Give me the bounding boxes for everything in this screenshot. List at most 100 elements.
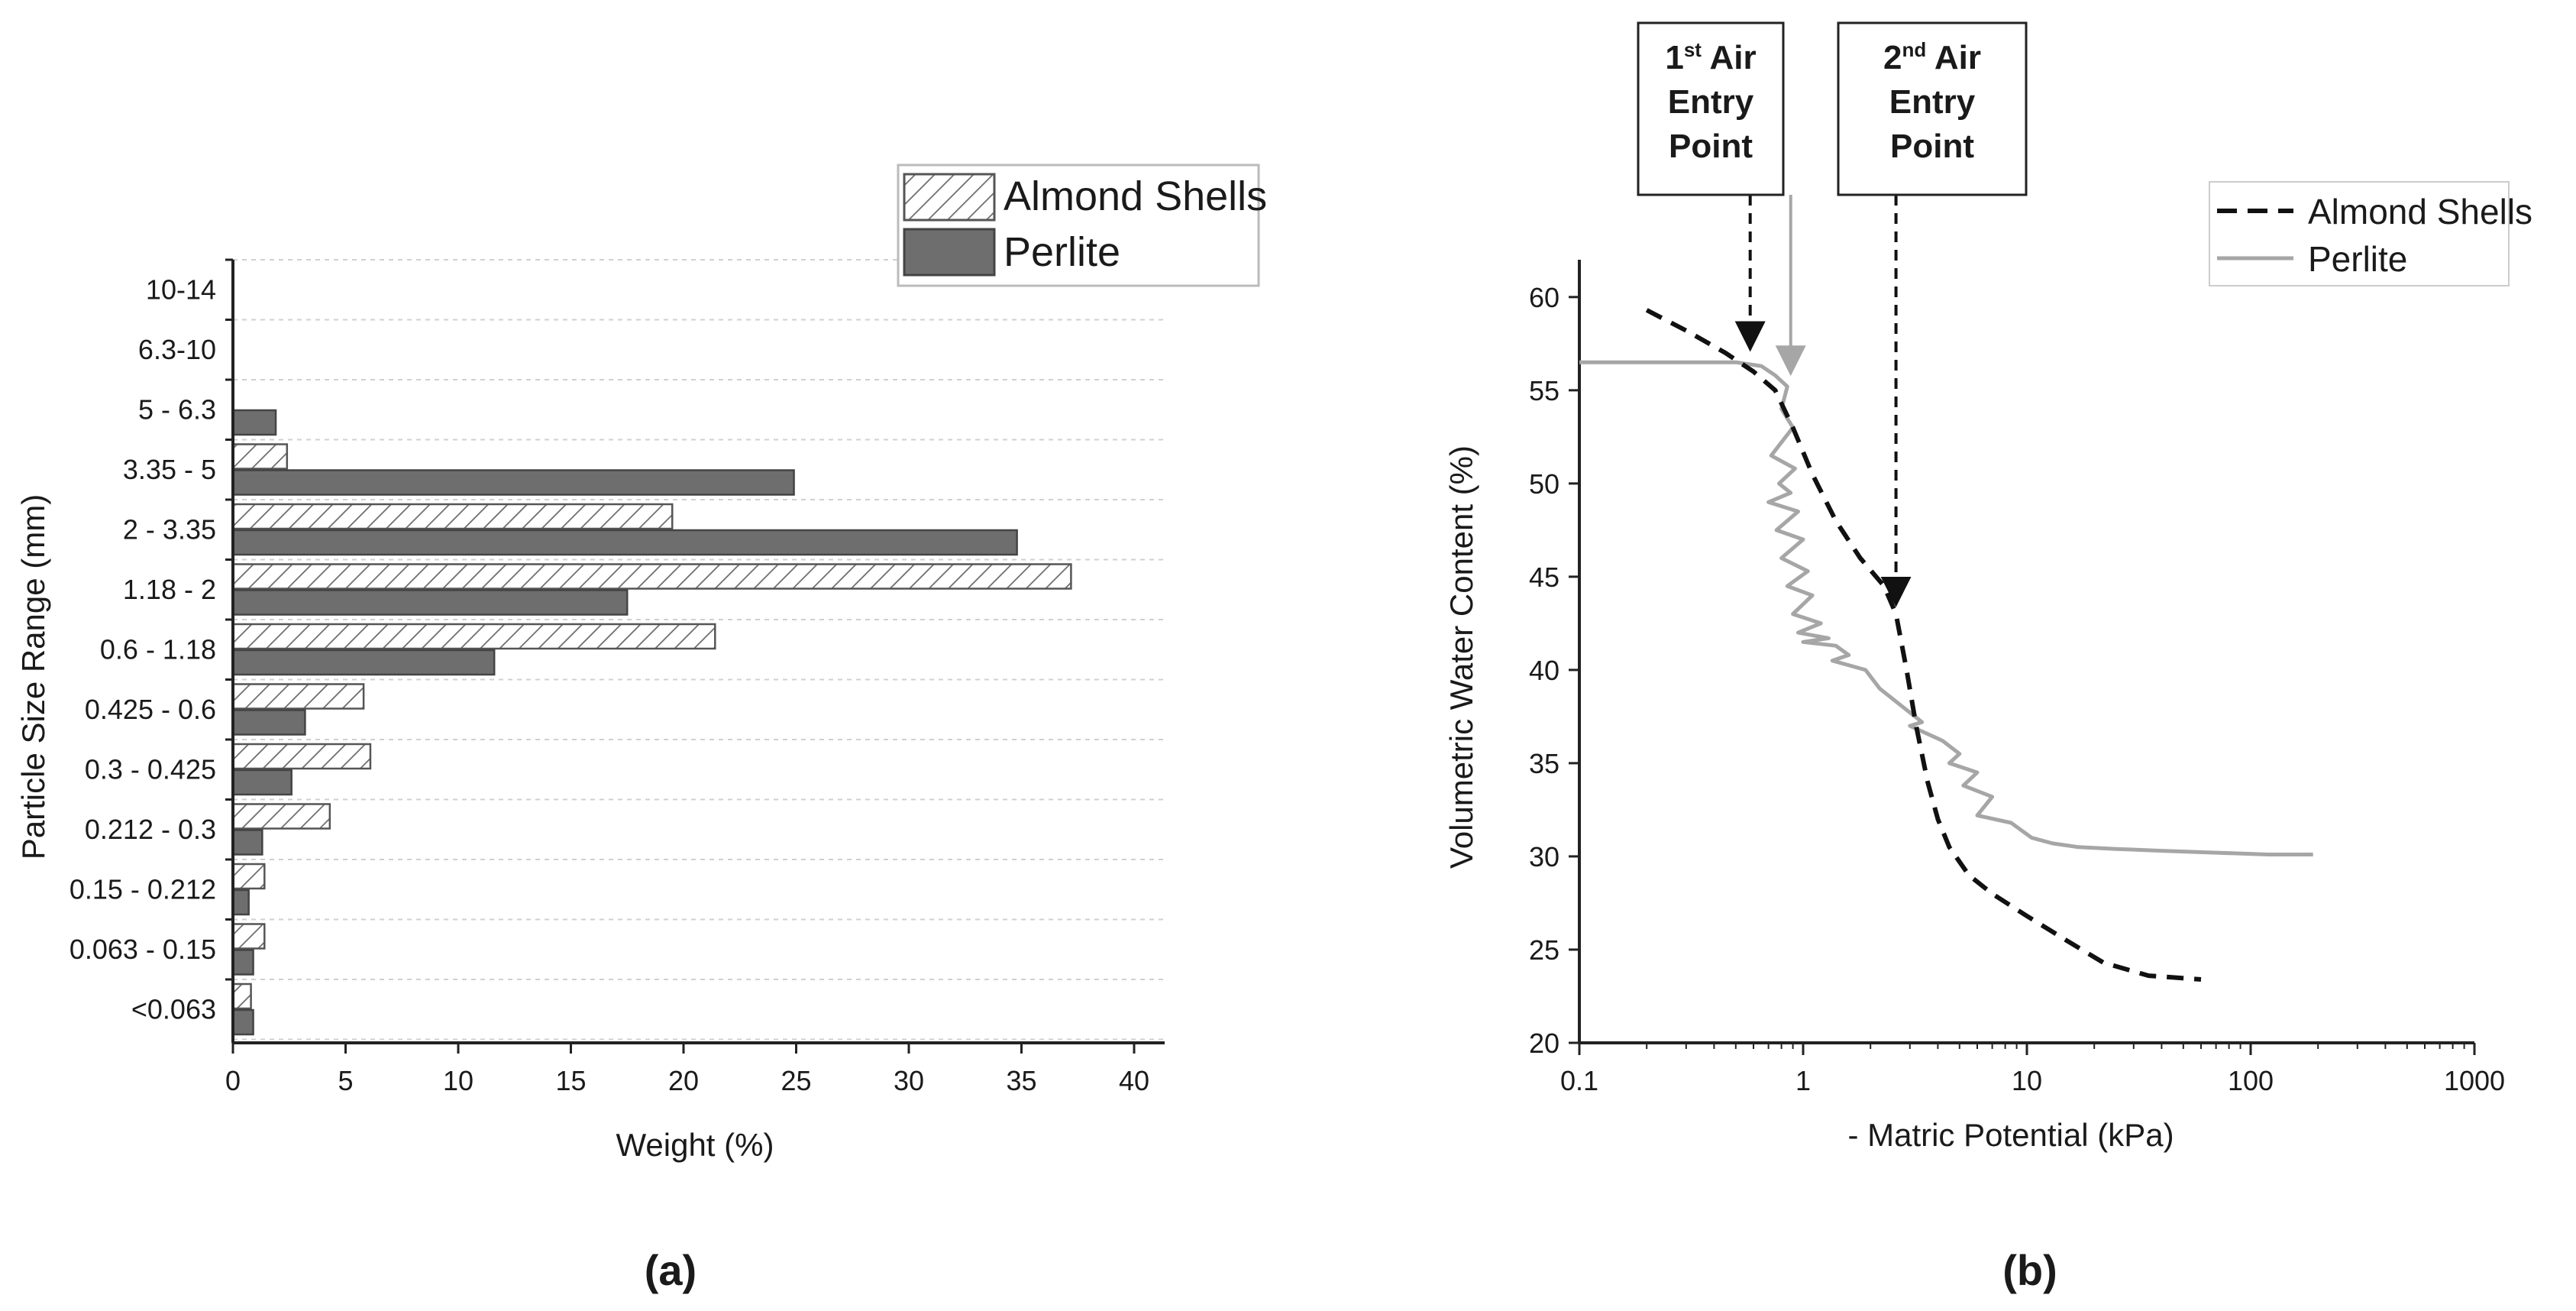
chart-a-x-tick-label: 20 (668, 1065, 699, 1096)
chart-a-y-axis-title: Particle Size Range (mm) (15, 494, 51, 859)
chart-a: 10-14 6.3-10 5 - 6.3 3.35 - 5 2 - 3.35 1.18 -… (15, 163, 1267, 1294)
chart-b-y-tick-label: 50 (1529, 468, 1559, 500)
chart-a-x-tick-label: 5 (338, 1065, 353, 1096)
chart-b-x-tick-label: 0.1 (1560, 1065, 1598, 1096)
chart-a-bar-almond (231, 503, 674, 530)
chart-b-line-almond (1645, 308, 2202, 982)
chart-b-x-tick-label: 100 (2228, 1065, 2274, 1096)
chart-a-y-tick-label: 0.15 - 0.212 (69, 873, 216, 905)
chart-a-bars (231, 409, 1072, 1036)
chart-a-bar-perlite (231, 949, 254, 976)
chart-b-y-tick-label: 55 (1529, 375, 1559, 406)
chart-a-bar-perlite (231, 889, 250, 916)
chart-a-y-tick-label: 0.425 - 0.6 (85, 694, 216, 725)
callout-first-line1: 1st Air (1665, 38, 1756, 76)
chart-a-bar-almond (231, 863, 266, 890)
chart-a-bar-perlite (231, 829, 263, 856)
chart-a-x-axis-title: Weight (%) (616, 1127, 774, 1163)
callout-second-number: 2 (1883, 39, 1902, 76)
chart-b-legend-label-almond: Almond Shells (2308, 192, 2532, 231)
chart-a-legend: Almond Shells Perlite (897, 163, 1267, 287)
chart-a-bar-almond (231, 683, 365, 710)
panel-label-a: (a) (645, 1246, 697, 1294)
chart-a-ticks: 10-14 6.3-10 5 - 6.3 3.35 - 5 2 - 3.35 1.18 -… (69, 258, 1149, 1096)
chart-a-bar-perlite (231, 709, 306, 736)
chart-a-bar-almond (231, 982, 252, 1010)
chart-a-bar-perlite (231, 649, 496, 676)
callout-second-line3: Point (1890, 128, 1974, 165)
callout-second-line1: 2nd Air (1883, 38, 1981, 76)
callout-second-air-entry: 2nd Air Entry Point (1837, 21, 2028, 196)
chart-a-bar-perlite (231, 469, 795, 496)
chart-a-y-tick-label: 6.3-10 (138, 334, 216, 365)
panel-label-b: (b) (2002, 1246, 2057, 1294)
callout-first-rest: Air (1702, 39, 1757, 76)
chart-b-x-axis-title: - Matric Potential (kPa) (1847, 1117, 2174, 1153)
chart-a-y-tick-label: 0.6 - 1.18 (100, 633, 216, 665)
chart-a-bar-almond (231, 803, 331, 830)
chart-b-lines (1579, 308, 2313, 982)
chart-b-legend-label-perlite: Perlite (2308, 239, 2407, 279)
chart-a-bar-almond (231, 443, 289, 470)
chart-a-x-tick-label: 40 (1119, 1065, 1149, 1096)
callout-second-rest: Air (1926, 39, 1981, 76)
chart-b-axes (1578, 260, 2474, 1044)
chart-b: 20 25 30 35 40 45 50 55 60 0.1 1 10 100 1000 - Matric… (1443, 21, 2532, 1294)
chart-a-x-tick-label: 30 (894, 1065, 924, 1096)
callout-first-box (1637, 21, 1785, 196)
chart-a-y-tick-label: 5 - 6.3 (138, 393, 216, 425)
chart-b-y-tick-label: 30 (1529, 841, 1559, 872)
chart-a-x-tick-label: 10 (443, 1065, 474, 1096)
chart-a-legend-swatch-almond (903, 173, 996, 222)
chart-b-y-tick-label: 60 (1529, 282, 1559, 313)
chart-a-y-tick-label: 1.18 - 2 (123, 574, 216, 605)
callout-first-line2: Entry (1668, 83, 1754, 121)
chart-b-ticks: 20 25 30 35 40 45 50 55 60 0.1 1 10 100 1000 (1529, 282, 2505, 1096)
chart-b-x-tick-label: 1 (1795, 1065, 1811, 1096)
chart-a-bar-almond (231, 623, 716, 650)
chart-a-bar-almond (231, 743, 372, 770)
chart-a-x-tick-label: 15 (555, 1065, 586, 1096)
chart-a-bar-perlite (231, 409, 277, 436)
chart-a-legend-label-perlite: Perlite (1004, 229, 1120, 275)
chart-a-legend-label-almond: Almond Shells (1004, 173, 1267, 219)
callout-first-air-entry: 1st Air Entry Point (1637, 21, 1785, 196)
chart-b-legend: Almond Shells Perlite (2209, 181, 2532, 286)
chart-b-x-tick-label: 10 (2012, 1065, 2042, 1096)
chart-a-bar-perlite (231, 589, 629, 616)
chart-a-y-tick-label: 3.35 - 5 (123, 454, 216, 485)
chart-a-x-tick-label: 0 (225, 1065, 241, 1096)
chart-b-line-perlite (1579, 360, 2313, 856)
chart-b-legend-box (2209, 181, 2510, 286)
chart-b-x-tick-label: 1000 (2444, 1065, 2505, 1096)
chart-a-y-tick-label: 0.063 - 0.15 (69, 934, 216, 965)
callout-second-line2: Entry (1889, 83, 1976, 121)
chart-a-bar-perlite (231, 529, 1018, 556)
chart-b-y-tick-label: 40 (1529, 655, 1559, 686)
chart-a-legend-swatch-perlite (903, 228, 996, 277)
callout-second-sup: nd (1902, 38, 1927, 61)
chart-a-y-tick-label: 10-14 (146, 274, 216, 305)
callout-first-line3: Point (1669, 128, 1753, 165)
chart-a-bar-perlite (231, 769, 293, 796)
chart-a-y-tick-label: <0.063 (131, 993, 216, 1025)
chart-a-y-tick-label: 2 - 3.35 (123, 513, 216, 545)
chart-b-y-tick-label: 35 (1529, 748, 1559, 779)
chart-a-y-tick-label: 0.3 - 0.425 (85, 753, 216, 785)
chart-b-y-axis-title: Volumetric Water Content (%) (1443, 445, 1479, 869)
chart-a-x-tick-label: 35 (1006, 1065, 1036, 1096)
chart-b-y-tick-label: 25 (1529, 934, 1559, 966)
chart-a-x-tick-label: 25 (781, 1065, 811, 1096)
callout-first-sup: st (1684, 38, 1702, 61)
chart-b-y-tick-label: 45 (1529, 562, 1559, 593)
callout-second-box (1837, 21, 2028, 196)
chart-a-bar-almond (231, 563, 1072, 590)
callout-first-number: 1 (1665, 39, 1683, 76)
chart-b-y-tick-label: 20 (1529, 1028, 1559, 1059)
chart-a-y-tick-label: 0.212 - 0.3 (85, 814, 216, 845)
chart-b-annotation-arrows (1734, 195, 1912, 607)
chart-a-bar-almond (231, 923, 266, 950)
chart-a-axes (231, 260, 1165, 1044)
chart-a-bar-perlite (231, 1008, 254, 1036)
